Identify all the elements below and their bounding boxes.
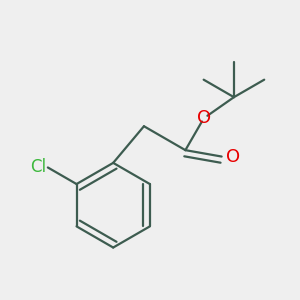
Text: Cl: Cl: [30, 158, 46, 176]
Text: O: O: [197, 109, 211, 127]
Text: O: O: [226, 148, 240, 166]
